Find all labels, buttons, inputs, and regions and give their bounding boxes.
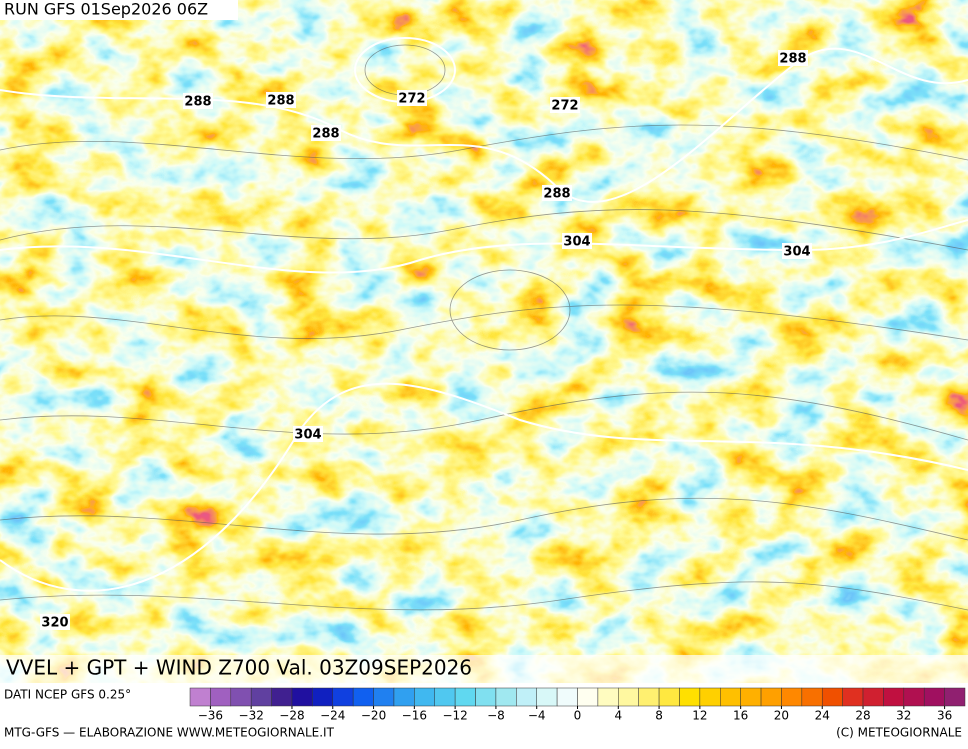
colorbar-bin — [720, 687, 741, 707]
colorbar-bin — [597, 687, 619, 707]
colorbar-bin — [699, 687, 721, 707]
colorbar-bin — [760, 687, 782, 707]
contour-label-bg — [542, 185, 572, 201]
colorbar-tick-label: 20 — [774, 709, 789, 723]
colorbar-tick-label: −12 — [442, 709, 467, 723]
colorbar-tick-label: 36 — [937, 709, 952, 723]
colorbar-bin — [821, 687, 843, 707]
colorbar-bin — [312, 687, 334, 707]
contour-label-bg — [293, 426, 323, 442]
colorbar-bin — [618, 687, 639, 707]
colorbar-bin — [434, 687, 456, 707]
streamlines — [0, 44, 968, 611]
colorbar-tick-label: −4 — [528, 709, 546, 723]
colorbar-bin — [271, 687, 293, 707]
contour-label: 272 — [551, 99, 578, 114]
colorbar-bin — [210, 687, 232, 707]
colorbar-bin — [944, 687, 966, 707]
colorbar-tick-label: 28 — [855, 709, 870, 723]
colorbar-bin — [414, 687, 435, 707]
contour-label: 288 — [779, 52, 806, 67]
colorbar-bin — [352, 687, 374, 707]
colorbar-tick-label: −20 — [361, 709, 386, 723]
colorbar-bin — [658, 687, 680, 707]
colorbar-bin — [189, 687, 211, 707]
contour-label-bg — [266, 92, 296, 108]
colorbar-bin — [862, 687, 884, 707]
colorbar-bin — [373, 687, 395, 707]
source-label: DATI NCEP GFS 0.25° — [4, 688, 131, 702]
colorbar-tick-label: −24 — [320, 709, 345, 723]
run-label: RUN GFS 01Sep2026 06Z — [4, 0, 208, 19]
colorbar-bin — [230, 687, 252, 707]
contour-label-bg — [778, 50, 808, 66]
colorbar-bin — [903, 687, 925, 707]
colorbar-tick-label: 16 — [733, 709, 748, 723]
contour-label: 304 — [563, 235, 590, 250]
contour-label: 320 — [41, 616, 68, 631]
colorbar-bin — [495, 687, 517, 707]
colorbar-tick-label: 24 — [815, 709, 830, 723]
contour-label-bg — [40, 614, 70, 630]
colorbar-bin — [291, 687, 313, 707]
contour-label: 272 — [398, 92, 425, 107]
map-title: VVEL + GPT + WIND Z700 Val. 03Z09SEP2026 — [6, 656, 472, 680]
header-box — [0, 0, 238, 20]
colorbar-tick-label: 12 — [692, 709, 707, 723]
contour-label: 304 — [294, 428, 321, 443]
contour-label: 288 — [312, 127, 339, 142]
colorbar-tick-label: 8 — [655, 709, 663, 723]
contour-label-bg — [782, 243, 812, 259]
colorbar-bin — [842, 687, 864, 707]
colorbar-bin — [475, 687, 497, 707]
colorbar-tick-label: 32 — [896, 709, 911, 723]
credit-left: MTG-GFS — ELABORAZIONE WWW.METEOGIORNALE… — [4, 726, 335, 740]
colorbar-bin — [781, 687, 803, 707]
colorbar-tick-label: −36 — [198, 709, 223, 723]
contour-label: 304 — [783, 245, 810, 260]
contour-label: 288 — [543, 187, 570, 202]
vvel-field — [0, 0, 968, 683]
colorbar-bin — [883, 687, 905, 707]
colorbar-bin — [454, 687, 476, 707]
contour-label: 288 — [184, 95, 211, 110]
title-band — [0, 655, 968, 683]
colorbar-tick-label: 0 — [574, 709, 582, 723]
contour-label-bg — [397, 90, 427, 106]
colorbar-bin — [923, 687, 945, 707]
contour-label-bg — [550, 97, 580, 113]
colorbar-tick-label: −28 — [279, 709, 304, 723]
colorbar-bin — [536, 687, 558, 707]
colorbar-bin — [740, 687, 762, 707]
colorbar-bin — [393, 687, 415, 707]
credit-right: (C) METEOGIORNALE — [836, 726, 962, 740]
colorbar-tick-label: −8 — [487, 709, 505, 723]
colorbar-bin — [556, 687, 578, 707]
colorbar-bin — [801, 687, 823, 707]
colorbar-bin — [638, 687, 660, 707]
colorbar-tick-label: −32 — [239, 709, 264, 723]
contour-label-bg — [183, 93, 213, 109]
colorbar-bin — [250, 687, 272, 707]
contour-label-bg — [562, 233, 592, 249]
colorbar-bin — [516, 687, 537, 707]
contour-label: 288 — [267, 94, 294, 109]
colorbar-bin — [679, 687, 701, 707]
contour-label-bg — [311, 125, 341, 141]
colorbar-bin — [577, 687, 599, 707]
colorbar-tick-label: −16 — [402, 709, 427, 723]
colorbar-bin — [332, 687, 354, 707]
colorbar-tick-label: 4 — [614, 709, 622, 723]
